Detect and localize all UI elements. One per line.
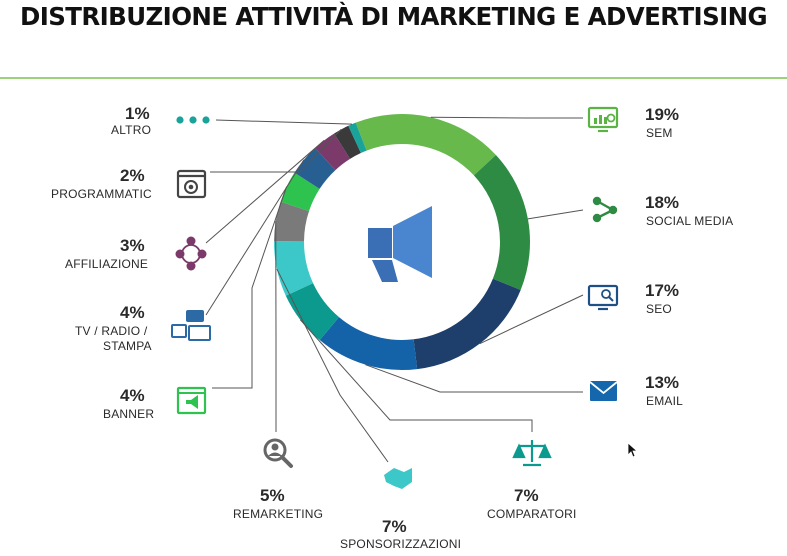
slice-altro bbox=[348, 122, 367, 154]
seo-label: SEO bbox=[646, 302, 672, 316]
mouse-cursor-icon bbox=[627, 442, 637, 458]
social-media-percent: 18% bbox=[645, 193, 679, 212]
slice-seo bbox=[413, 278, 521, 370]
target-window-icon bbox=[176, 169, 207, 199]
affiliazione-percent: 3% bbox=[120, 236, 145, 255]
slice-social-media bbox=[473, 155, 530, 290]
banner-percent: 4% bbox=[120, 386, 145, 405]
dots-icon bbox=[176, 116, 210, 124]
leader-line-tv-radio-stampa bbox=[205, 159, 305, 316]
person-search-icon bbox=[263, 438, 293, 468]
comparatori-percent: 7% bbox=[514, 486, 539, 505]
seo-percent: 17% bbox=[645, 281, 679, 300]
remarketing-percent: 5% bbox=[260, 486, 285, 505]
leader-line-social-media bbox=[527, 209, 584, 220]
social-media-label: SOCIAL MEDIA bbox=[646, 214, 733, 228]
comparatori-label: COMPARATORI bbox=[487, 507, 577, 521]
media-devices-icon bbox=[171, 310, 211, 341]
leader-line-email bbox=[365, 364, 583, 393]
slice-comparatori bbox=[285, 283, 340, 341]
slice-sem bbox=[355, 114, 496, 176]
chart-title: DISTRIBUZIONE ATTIVITÀ DI MARKETING E AD… bbox=[19, 2, 768, 31]
sponsorizzazioni-percent: 7% bbox=[382, 517, 407, 536]
altro-label: ALTRO bbox=[111, 123, 151, 137]
leader-lines bbox=[205, 116, 584, 463]
monitor-chart-icon bbox=[587, 106, 619, 133]
email-percent: 13% bbox=[645, 373, 679, 392]
affiliazione-label: AFFILIAZIONE bbox=[65, 257, 148, 271]
banner-label: BANNER bbox=[103, 407, 154, 421]
remarketing-label: REMARKETING bbox=[233, 507, 323, 521]
leader-line-sem bbox=[430, 116, 583, 119]
altro-percent: 1% bbox=[125, 104, 150, 123]
title-divider bbox=[0, 77, 787, 79]
slice-email bbox=[319, 317, 418, 370]
sem-percent: 19% bbox=[645, 105, 679, 124]
slice-tv-radio-stampa bbox=[294, 148, 336, 189]
network-people-icon bbox=[175, 236, 207, 271]
tv-radio-stampa-label-line1: TV / RADIO / bbox=[75, 324, 148, 338]
tv-radio-stampa-percent: 4% bbox=[120, 303, 145, 322]
programmatic-percent: 2% bbox=[120, 166, 145, 185]
leader-line-comparatori bbox=[299, 319, 533, 432]
megaphone-icon bbox=[368, 206, 432, 282]
slice-remarketing bbox=[274, 201, 310, 242]
leader-line-altro bbox=[215, 119, 353, 125]
handshake-icon bbox=[384, 468, 412, 489]
sem-label: SEM bbox=[646, 126, 673, 140]
monitor-search-icon bbox=[587, 284, 619, 311]
banner-megaphone-icon bbox=[176, 386, 207, 415]
slice-programmatic bbox=[334, 125, 361, 159]
email-label: EMAIL bbox=[646, 394, 683, 408]
share-icon bbox=[592, 196, 618, 223]
programmatic-label: PROGRAMMATIC bbox=[51, 187, 152, 201]
slice-affiliazione bbox=[315, 133, 351, 171]
leader-line-affiliazione bbox=[205, 139, 325, 244]
leader-line-sponsorizzazioni bbox=[276, 268, 389, 463]
sponsorizzazioni-label: SPONSORIZZAZIONI bbox=[340, 537, 461, 551]
tv-radio-stampa-label-line2: STAMPA bbox=[103, 339, 152, 353]
envelope-icon bbox=[589, 381, 618, 401]
scales-icon bbox=[512, 440, 552, 467]
leader-line-programmatic bbox=[210, 129, 342, 173]
leader-line-seo bbox=[479, 294, 584, 345]
leader-line-banner bbox=[212, 186, 288, 389]
